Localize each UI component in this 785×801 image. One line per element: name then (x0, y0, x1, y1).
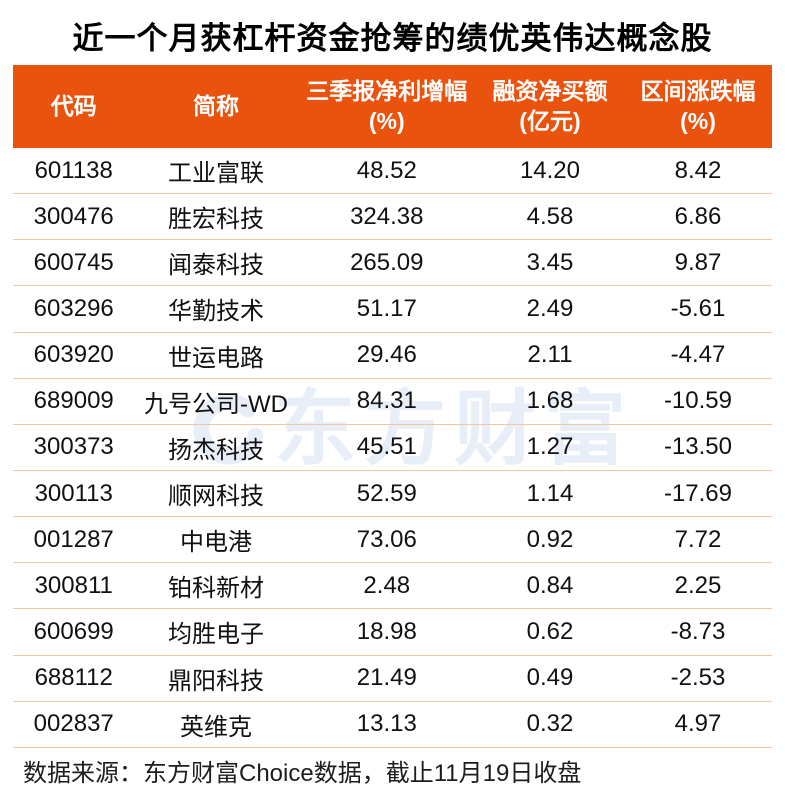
cell-net-buy: 1.14 (526, 479, 574, 507)
cell-net-buy: 0.62 (526, 617, 574, 645)
column-label: 代码 (50, 92, 97, 119)
cell-code: 300476 (33, 202, 114, 230)
cell-name: 中电港 (180, 529, 253, 557)
cell-change: -8.73 (670, 617, 726, 645)
cell-name: 工业富联 (168, 160, 265, 188)
cell-net-buy: 2.49 (526, 294, 574, 322)
cell-net-buy: 14.20 (519, 156, 580, 184)
cell-code: 603920 (33, 341, 114, 369)
table-row: 601138 工业富联 48.52 14.20 8.42 (13, 148, 772, 195)
cell-net-buy: 2.11 (527, 341, 573, 369)
table-row: 300811 铂科新材 2.48 0.84 2.25 (13, 563, 772, 610)
cell-name: 铂科新材 (168, 575, 265, 603)
cell-net-buy: 4.58 (526, 202, 574, 230)
cell-profit-growth: 52.59 (356, 479, 417, 507)
cell-code: 603296 (33, 294, 114, 322)
cell-net-buy: 3.45 (526, 248, 574, 276)
table-row: 300113 顺网科技 52.59 1.14 -17.69 (13, 471, 772, 518)
cell-code: 600699 (33, 617, 114, 645)
cell-code: 689009 (33, 387, 114, 415)
cell-code: 300811 (34, 571, 113, 599)
column-label: 三季报净利增幅 (306, 77, 468, 104)
cell-name: 均胜电子 (168, 621, 265, 649)
cell-profit-growth: 84.31 (356, 387, 417, 415)
cell-profit-growth: 21.49 (356, 664, 417, 692)
cell-profit-growth: 13.13 (356, 710, 417, 738)
cell-net-buy: 0.32 (526, 710, 574, 738)
cell-profit-growth: 45.51 (356, 433, 417, 461)
cell-profit-growth: 29.46 (356, 341, 417, 369)
source-note: 数据来源：东方财富Choice数据，截止11月19日收盘 (23, 760, 582, 787)
cell-net-buy: 1.27 (526, 433, 574, 461)
table-row: 002837 英维克 13.13 0.32 4.97 (13, 702, 772, 748)
cell-change: 7.72 (674, 525, 722, 553)
cell-code: 300373 (33, 433, 114, 461)
cell-profit-growth: 18.98 (356, 617, 417, 645)
cell-profit-growth: 73.06 (356, 525, 417, 553)
column-label: 融资净买额 (492, 77, 608, 104)
table-row: 689009 九号公司-WD 84.31 1.68 -10.59 (13, 379, 772, 425)
column-label: 区间涨跌幅 (640, 77, 756, 104)
table-body: 601138 工业富联 48.52 14.20 8.42 300476 胜宏科技… (13, 148, 772, 748)
cell-net-buy: 0.49 (526, 664, 574, 692)
cell-code: 688112 (34, 664, 113, 692)
cell-name: 九号公司-WD (144, 390, 289, 418)
table-row: 001287 中电港 73.06 0.92 7.72 (13, 517, 772, 564)
column-unit: (%) (368, 107, 405, 134)
cell-change: 8.42 (674, 156, 722, 184)
table-row: 300373 扬杰科技 45.51 1.27 -13.50 (13, 425, 772, 471)
cell-change: -10.59 (663, 387, 732, 415)
cell-net-buy: 0.84 (526, 571, 574, 599)
cell-change: -4.47 (670, 341, 726, 369)
column-header-net-buy: 融资净买额 (亿元) (476, 77, 624, 137)
cell-change: 9.87 (674, 248, 722, 276)
cell-name: 世运电路 (168, 344, 265, 372)
column-header-profit-growth: 三季报净利增幅 (%) (298, 77, 476, 137)
cell-name: 英维克 (180, 713, 253, 741)
cell-code: 001287 (33, 525, 114, 553)
column-label: 简称 (193, 92, 240, 119)
cell-name: 扬杰科技 (168, 436, 265, 464)
cell-name: 顺网科技 (168, 483, 265, 511)
column-header-code: 代码 (13, 92, 134, 122)
column-header-name: 简称 (134, 92, 297, 122)
cell-name: 胜宏科技 (168, 206, 265, 234)
table-row: 600745 闻泰科技 265.09 3.45 9.87 (13, 240, 772, 287)
cell-name: 鼎阳科技 (168, 667, 265, 695)
page-title: 近一个月获杠杆资金抢筹的绩优英伟达概念股 (72, 21, 713, 56)
cell-net-buy: 0.92 (526, 525, 574, 553)
table-row: 300476 胜宏科技 324.38 4.58 6.86 (13, 194, 772, 241)
column-unit: (%) (680, 107, 716, 134)
cell-code: 002837 (33, 710, 114, 738)
cell-profit-growth: 48.52 (356, 156, 417, 184)
table-row: 603920 世运电路 29.46 2.11 -4.47 (13, 333, 772, 379)
stock-table: 代码 简称 三季报净利增幅 (%) 融资净买额 (亿元) 区间涨跌幅 (%) (13, 65, 772, 748)
column-unit: (亿元) (519, 107, 581, 134)
table-row: 603296 华勤技术 51.17 2.49 -5.61 (13, 286, 772, 333)
cell-net-buy: 1.68 (526, 387, 574, 415)
cell-name: 闻泰科技 (168, 252, 265, 280)
table-row: 600699 均胜电子 18.98 0.62 -8.73 (13, 609, 772, 656)
cell-profit-growth: 51.17 (356, 294, 417, 322)
cell-name: 华勤技术 (168, 298, 265, 326)
column-header-change: 区间涨跌幅 (%) (624, 77, 772, 137)
cell-profit-growth: 324.38 (350, 202, 424, 230)
cell-profit-growth: 265.09 (350, 248, 424, 276)
cell-profit-growth: 2.48 (363, 571, 411, 599)
cell-change: -2.53 (670, 664, 726, 692)
table-row: 688112 鼎阳科技 21.49 0.49 -2.53 (13, 656, 772, 702)
cell-change: -13.50 (663, 433, 732, 461)
cell-change: 6.86 (674, 202, 722, 230)
cell-change: -17.69 (663, 479, 732, 507)
table-header-row: 代码 简称 三季报净利增幅 (%) 融资净买额 (亿元) 区间涨跌幅 (%) (13, 65, 772, 148)
cell-change: 2.25 (674, 571, 722, 599)
cell-change: -5.61 (670, 294, 726, 322)
cell-code: 300113 (34, 479, 113, 507)
cell-code: 601138 (34, 156, 113, 184)
cell-code: 600745 (33, 248, 114, 276)
cell-change: 4.97 (674, 710, 722, 738)
